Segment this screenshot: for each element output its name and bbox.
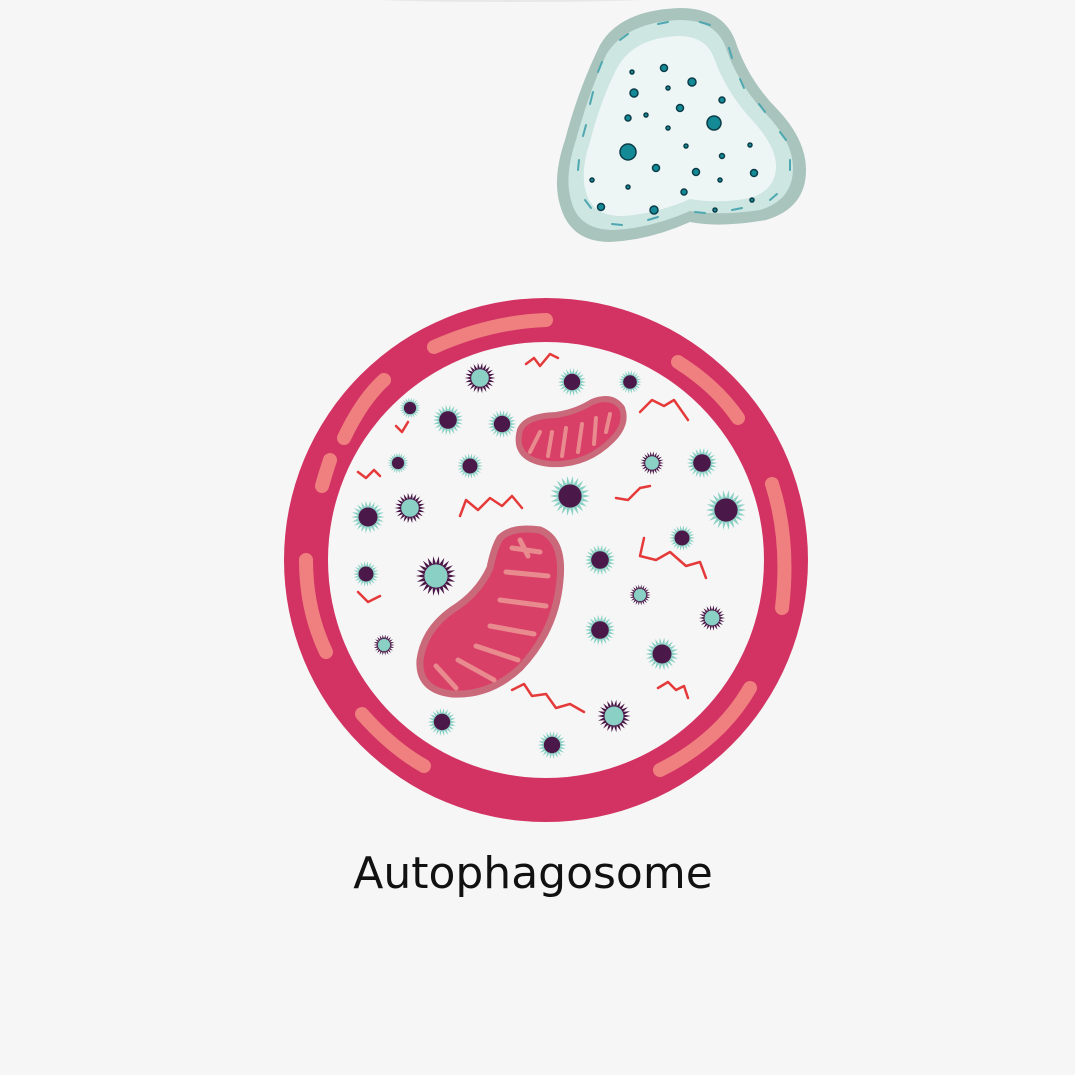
protein-dark <box>432 404 464 436</box>
protein-dark <box>351 500 385 534</box>
lysosome-enzymes <box>589 63 759 215</box>
protein-teal <box>464 362 496 394</box>
protein-teal <box>373 634 395 656</box>
protein-teal <box>597 699 631 733</box>
protein-dark <box>537 731 567 759</box>
lysosome-lumen <box>583 36 776 216</box>
membrane-highlights <box>299 313 792 777</box>
top-shadow <box>360 0 660 2</box>
diagram-caption: Autophagosome <box>353 848 713 899</box>
protein-dark <box>618 370 642 394</box>
rna-strands <box>356 352 708 714</box>
protein-particles <box>351 362 747 759</box>
protein-dark <box>353 561 379 587</box>
protein-dark <box>669 525 695 551</box>
protein-dark <box>387 452 409 474</box>
lysosome <box>556 8 806 242</box>
protein-dark <box>399 397 421 419</box>
protein-dark <box>705 490 747 530</box>
autophagosome <box>284 298 808 822</box>
protein-dark <box>457 453 483 479</box>
protein-teal <box>415 556 457 596</box>
protein-dark <box>584 544 616 576</box>
protein-dark <box>686 447 718 479</box>
protein-dark <box>584 614 616 646</box>
protein-dark <box>487 410 517 438</box>
protein-dark <box>645 637 679 671</box>
protein-teal <box>629 584 651 606</box>
protein-teal <box>394 492 426 524</box>
protein-teal <box>640 451 664 475</box>
protein-dark <box>549 476 591 516</box>
mitochondrion-small <box>515 396 627 468</box>
protein-dark <box>557 368 587 396</box>
protein-dark <box>427 708 457 736</box>
mitochondrion-large <box>416 525 565 698</box>
lysosome-membrane-dashes <box>577 21 791 226</box>
protein-teal <box>699 605 725 631</box>
